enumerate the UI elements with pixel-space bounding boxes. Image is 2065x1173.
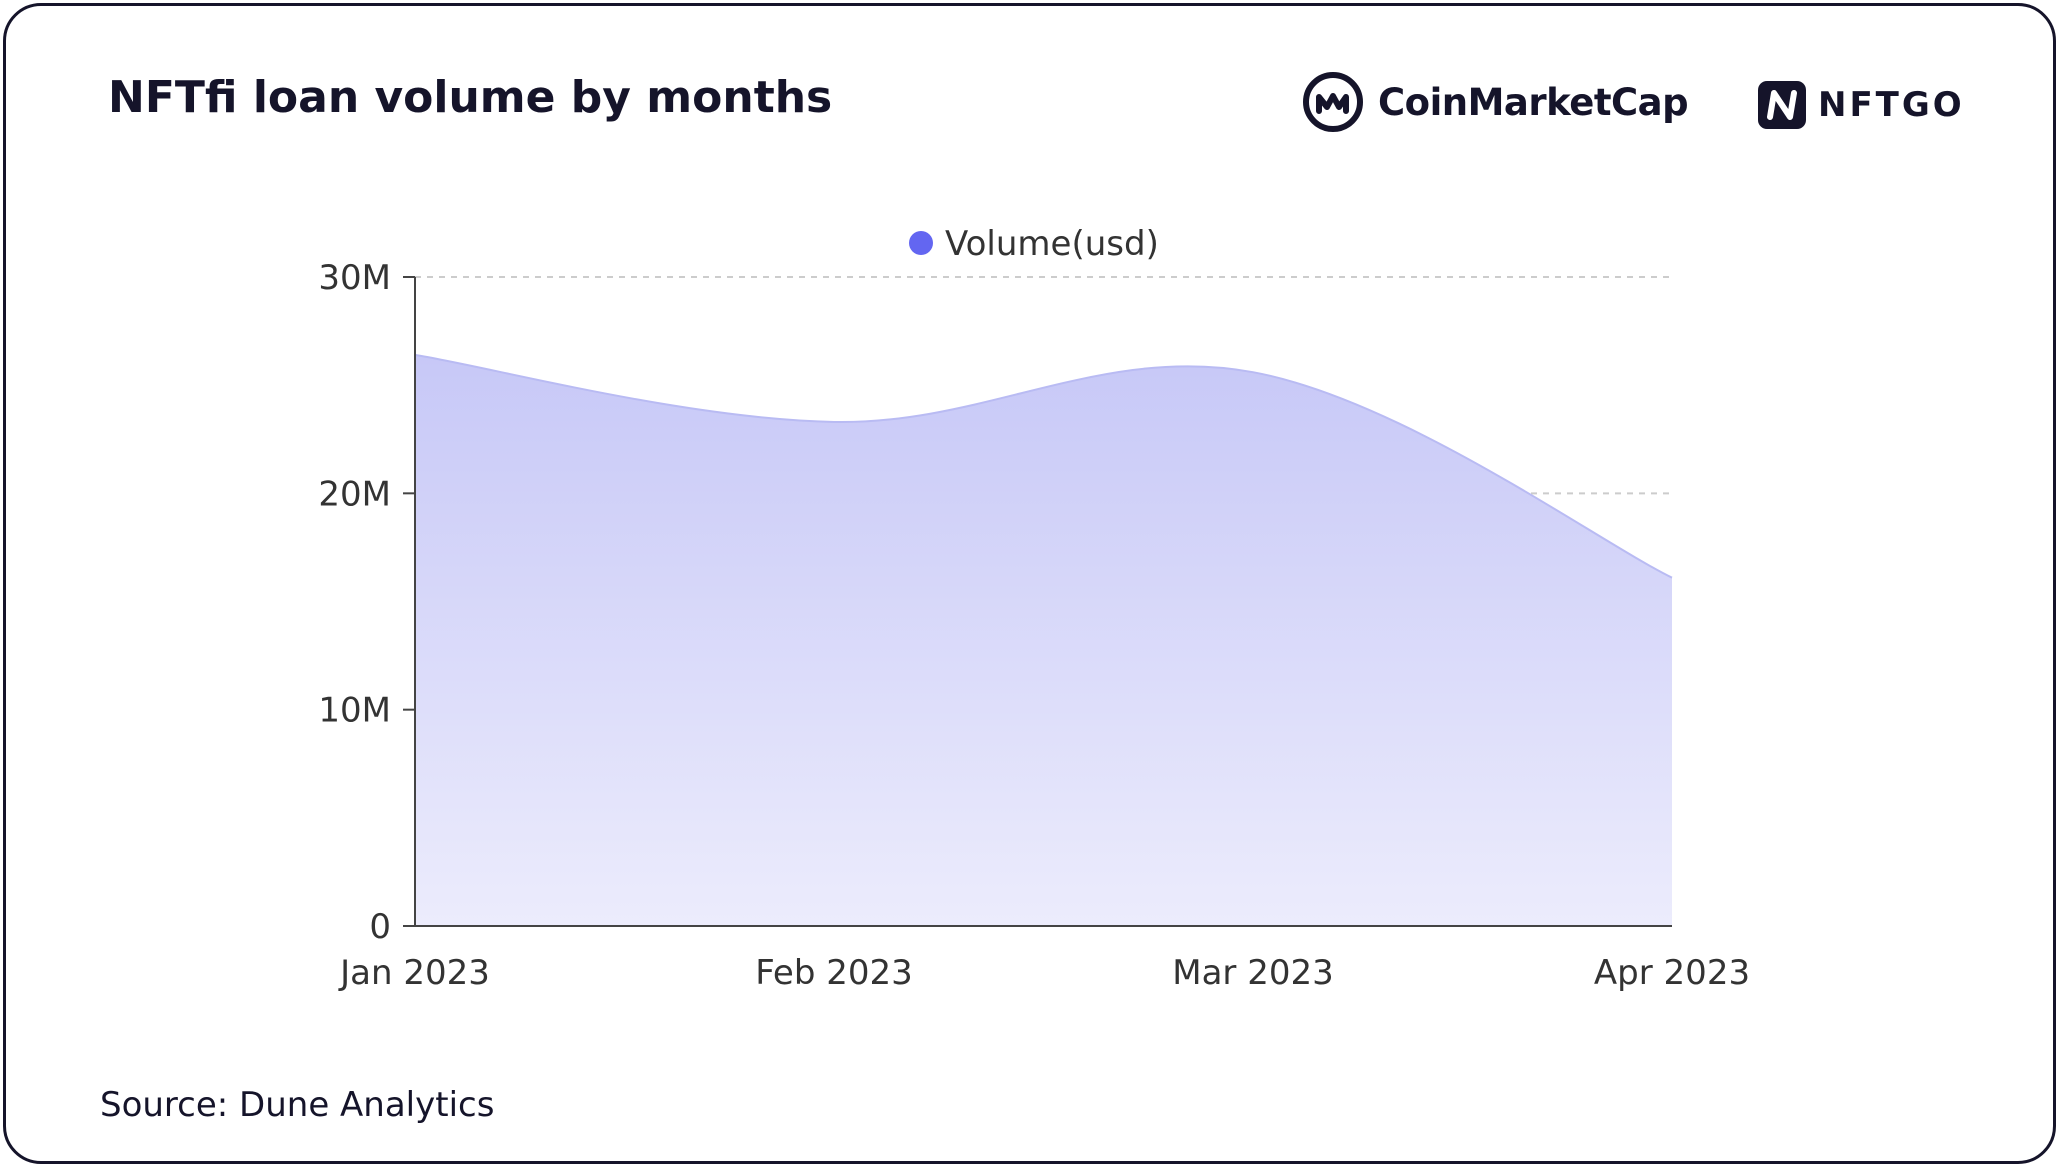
coinmarketcap-logo-icon <box>1303 72 1363 132</box>
x-tick-label: Jan 2023 <box>338 953 490 993</box>
coinmarketcap-name: CoinMarketCap <box>1378 80 1689 124</box>
coinmarketcap-brand[interactable]: CoinMarketCap <box>1302 66 1689 138</box>
source-note: Source: Dune Analytics <box>100 1085 495 1125</box>
nftgo-logo-icon <box>1758 81 1806 129</box>
legend-marker <box>909 231 933 255</box>
x-tick-label: Apr 2023 <box>1594 953 1750 993</box>
series-area <box>415 354 1672 926</box>
nftgo-brand[interactable]: NFTGO <box>1756 78 1965 132</box>
legend-label: Volume(usd) <box>945 224 1159 264</box>
nftgo-name: NFTGO <box>1818 85 1965 125</box>
x-tick-label: Mar 2023 <box>1172 953 1333 993</box>
series-line <box>414 353 1673 579</box>
chart-title: NFTfi loan volume by months <box>108 72 833 123</box>
y-tick-label: 10M <box>318 691 391 731</box>
y-tick-label: 20M <box>318 474 391 514</box>
x-tick-label: Feb 2023 <box>755 953 913 993</box>
y-tick-label: 0 <box>369 907 391 947</box>
y-tick-label: 30M <box>318 258 391 298</box>
